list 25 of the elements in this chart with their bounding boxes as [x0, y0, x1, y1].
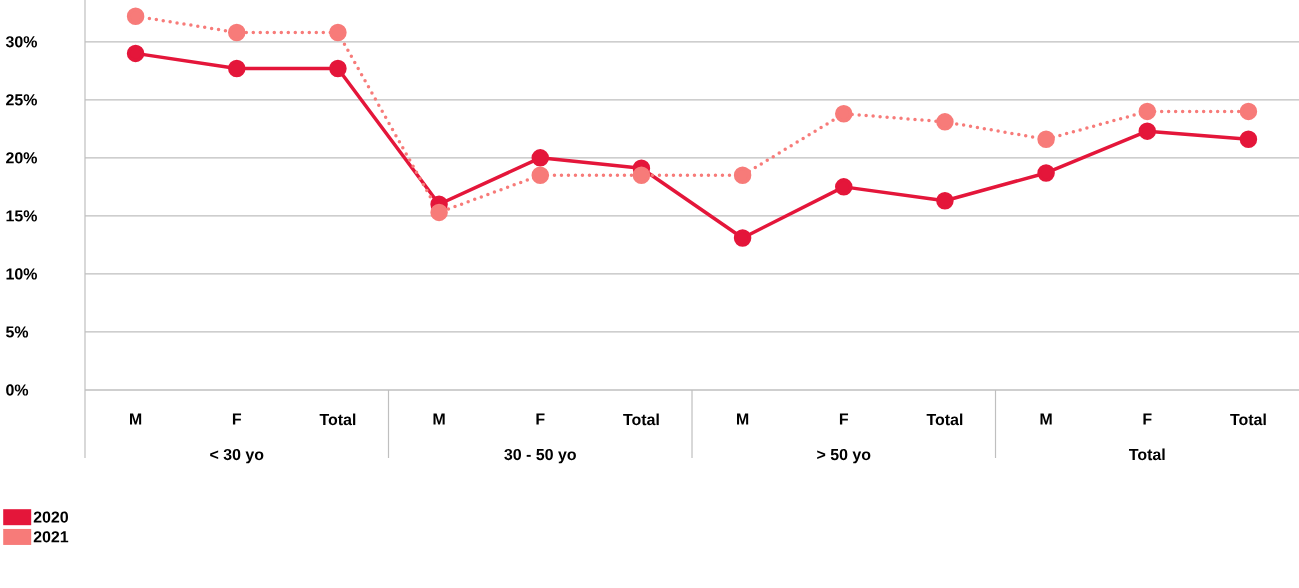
text: < 30 yo	[210, 448, 264, 464]
x-tick-label: Total	[623, 413, 659, 426]
x-tick-label: F	[536, 413, 545, 425]
y-tick-label: 10%	[6, 268, 37, 280]
y-tick-label: 15%	[6, 210, 37, 222]
y-tick-label: 5%	[6, 326, 29, 338]
x-tick-label: F	[839, 413, 849, 425]
x-tick-label: F	[1143, 413, 1152, 425]
text: Total	[1128, 448, 1165, 461]
y-tick-label: 25%	[6, 94, 37, 106]
y-tick-label: 0%	[6, 384, 29, 396]
legend-label: 2021	[33, 531, 69, 543]
x-tick-label: F	[232, 413, 242, 425]
text: 30 - 50 yo	[504, 448, 576, 464]
x-tick-label: M	[1040, 413, 1052, 425]
text: > 50 yo	[817, 448, 871, 464]
x-tick-label: Total	[319, 413, 356, 426]
legend-label: 2020	[33, 511, 68, 523]
y-tick-label: 30%	[5, 36, 37, 48]
x-tick-label: Total	[926, 413, 963, 426]
x-tick-label: M	[737, 413, 749, 425]
y-tick-label: 20%	[6, 152, 37, 164]
x-tick-label: M	[130, 413, 142, 425]
x-tick-label: M	[433, 413, 445, 425]
x-tick-label: Total	[1230, 413, 1266, 426]
